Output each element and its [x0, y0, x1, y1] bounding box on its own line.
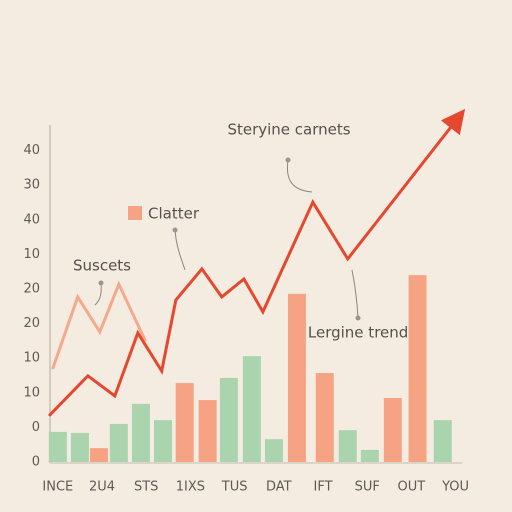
line-series [48, 108, 466, 417]
legend-swatch [128, 206, 142, 220]
bar [360, 449, 379, 462]
x-tick-label: TUS [221, 480, 248, 495]
bar [264, 439, 283, 462]
x-tick-label: STS [134, 480, 158, 495]
y-tick-label: 40 [23, 212, 40, 227]
x-tick-label: DAT [266, 480, 292, 495]
x-tick-label: OUT [398, 480, 426, 495]
legend-label: Clatter [148, 205, 200, 223]
bar [175, 383, 194, 462]
y-tick-label: 10 [23, 385, 40, 400]
bar [89, 448, 108, 462]
x-tick-label: INCE [42, 480, 73, 495]
x-tick-label: 1IXS [176, 480, 205, 495]
bar [198, 400, 217, 462]
x-tick-label: IFT [313, 480, 332, 495]
bar [48, 431, 67, 462]
bar [131, 403, 150, 462]
x-tick-label: 2U4 [89, 480, 115, 495]
bar [338, 430, 357, 462]
bar [219, 377, 238, 462]
bar [433, 420, 452, 462]
x-tick-label: SUF [355, 480, 380, 495]
bar [315, 373, 334, 462]
y-tick-label: 0 [32, 455, 40, 470]
annotation: Suscets [73, 257, 131, 275]
annotation: Lergine trends [308, 324, 416, 342]
annotation: Steryine carnets [227, 121, 350, 139]
y-tick-label: 0 [32, 420, 40, 435]
line-series [51, 280, 147, 370]
bar [408, 275, 427, 462]
bar [242, 356, 261, 462]
y-tick-label: 30 [23, 178, 40, 193]
leaders [94, 157, 361, 321]
bar [287, 293, 306, 462]
y-tick-label: 10 [23, 351, 40, 366]
bar [383, 397, 402, 462]
bar [70, 432, 89, 462]
y-tick-label: 10 [23, 247, 40, 262]
bar [154, 420, 173, 462]
bar [109, 423, 128, 462]
x-tick-label: YOU [441, 480, 469, 495]
y-tick-label: 40 [23, 143, 40, 158]
y-tick-label: 20 [23, 316, 40, 331]
y-tick-label: 20 [23, 282, 40, 297]
